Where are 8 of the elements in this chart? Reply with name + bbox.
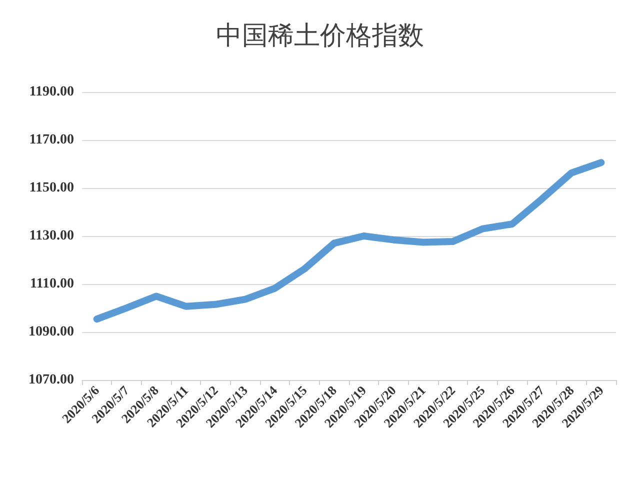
y-tick-label: 1070.00 [28,372,74,388]
chart-title: 中国稀土价格指数 [216,21,424,51]
y-tick-label: 1130.00 [29,228,74,244]
y-tick-label: 1090.00 [28,324,74,340]
y-tick-label: 1110.00 [30,276,74,292]
y-tick-label: 1190.00 [29,84,74,100]
y-tick-label: 1150.00 [29,180,74,196]
y-tick-label: 1170.00 [29,132,74,148]
